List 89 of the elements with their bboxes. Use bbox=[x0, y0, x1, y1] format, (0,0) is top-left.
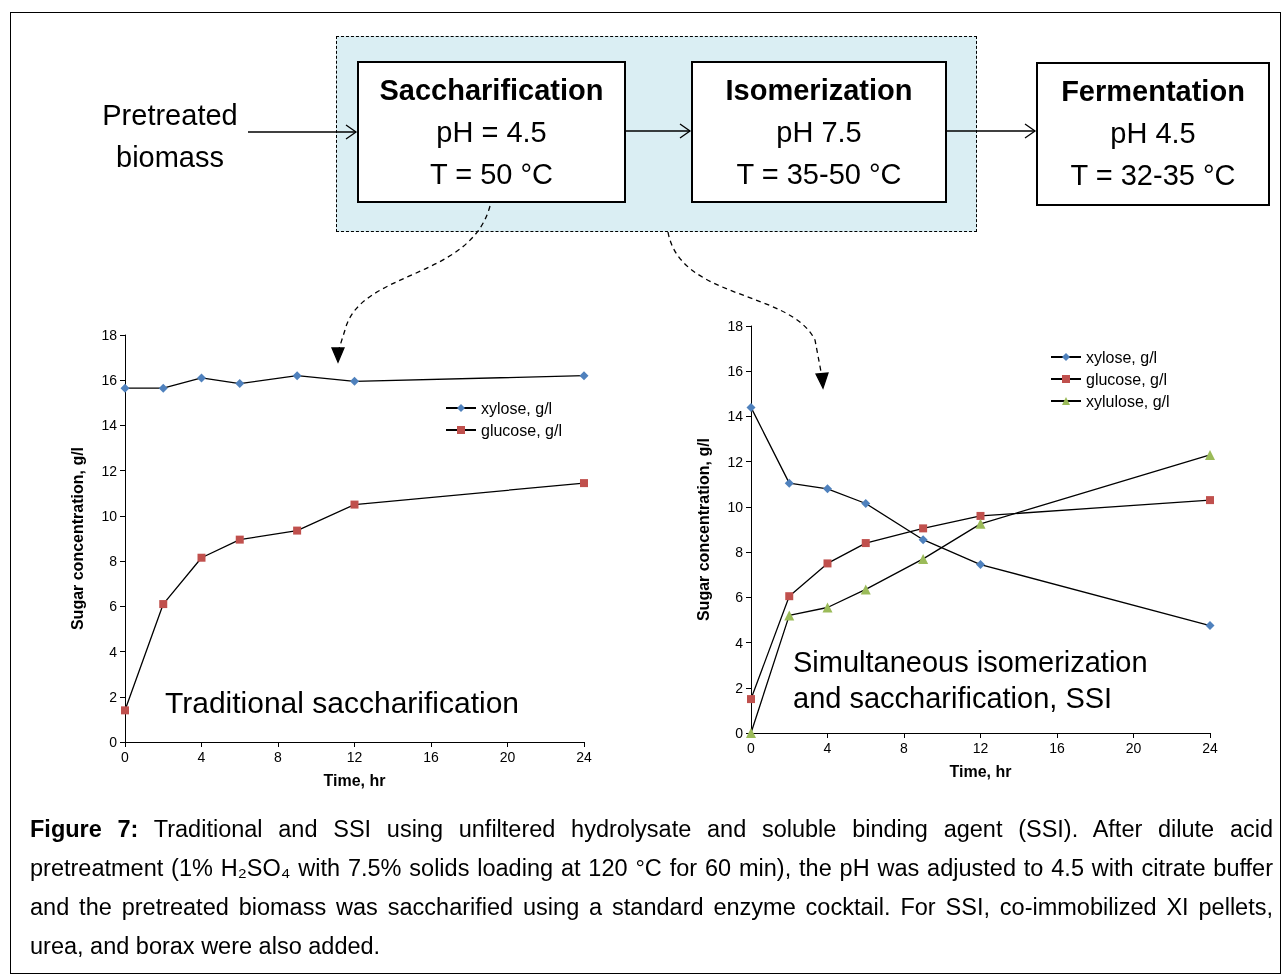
text: pH = 4.5 bbox=[436, 116, 547, 148]
point bbox=[784, 478, 794, 488]
y-tick-label: 10 bbox=[101, 507, 118, 524]
text: T = 50 °C bbox=[429, 158, 554, 190]
point bbox=[918, 553, 929, 564]
text: Pretreated biomass bbox=[101, 98, 239, 175]
point bbox=[784, 610, 795, 621]
x-tick-label: 24 bbox=[1202, 740, 1218, 756]
point bbox=[120, 383, 130, 393]
point bbox=[235, 379, 245, 389]
x-axis-title: Time, hr bbox=[323, 771, 386, 789]
legend-label: glucose, g/l bbox=[1086, 370, 1167, 388]
text: pH 4.5 bbox=[1110, 117, 1196, 149]
point bbox=[747, 695, 755, 704]
point bbox=[292, 371, 302, 381]
text: T = 35-50 °C bbox=[736, 158, 902, 190]
y-tick-label: 12 bbox=[727, 453, 744, 470]
point bbox=[1206, 496, 1214, 505]
point bbox=[350, 500, 359, 509]
point bbox=[785, 592, 794, 601]
y-tick-label: 14 bbox=[727, 408, 744, 425]
annotation: Traditional saccharification bbox=[165, 685, 520, 719]
text: Isomerization bbox=[725, 74, 913, 106]
text: Saccharification bbox=[379, 74, 604, 106]
point bbox=[197, 553, 206, 562]
point bbox=[350, 376, 359, 386]
y-axis-title: Sugar concentration, g/l bbox=[694, 437, 712, 622]
text: Fermentation bbox=[1061, 75, 1245, 107]
y-tick-label: 18 bbox=[101, 327, 118, 343]
y-tick-label: 6 bbox=[735, 589, 744, 606]
point bbox=[235, 535, 244, 544]
legend-label: xylose, g/l bbox=[1086, 348, 1158, 366]
x-tick-label: 8 bbox=[900, 740, 909, 756]
x-tick-label: 12 bbox=[346, 749, 363, 765]
y-tick-label: 0 bbox=[735, 725, 744, 741]
text: pH 7.5 bbox=[776, 116, 862, 148]
point bbox=[1205, 449, 1215, 460]
y-tick-label: 2 bbox=[109, 688, 118, 705]
point bbox=[976, 560, 985, 570]
y-tick-label: 12 bbox=[101, 462, 118, 479]
point bbox=[822, 602, 833, 613]
x-tick-label: 4 bbox=[197, 749, 206, 765]
point bbox=[918, 535, 928, 545]
point bbox=[861, 539, 870, 548]
y-axis-title: Sugar concentration, g/l bbox=[68, 446, 86, 631]
y-tick-label: 16 bbox=[101, 372, 118, 389]
point bbox=[121, 706, 129, 715]
point bbox=[976, 511, 985, 520]
annotation: Simultaneous isomerization and saccharification, SSI bbox=[793, 646, 1148, 714]
y-tick-label: 8 bbox=[735, 544, 744, 561]
point bbox=[823, 559, 832, 568]
y-tick-label: 4 bbox=[109, 643, 118, 660]
point bbox=[158, 383, 168, 393]
x-tick-label: 20 bbox=[499, 749, 516, 765]
legend-label: xylulose, g/l bbox=[1086, 392, 1170, 410]
x-tick-label: 4 bbox=[823, 740, 832, 756]
y-tick-label: 16 bbox=[727, 363, 744, 380]
legend-label: glucose, g/l bbox=[481, 421, 562, 439]
legend-label: xylose, g/l bbox=[481, 399, 553, 417]
x-tick-label: 16 bbox=[1049, 740, 1065, 756]
point bbox=[293, 526, 302, 535]
point bbox=[1205, 621, 1215, 631]
point bbox=[919, 524, 928, 533]
x-tick-label: 12 bbox=[972, 740, 989, 756]
point bbox=[861, 499, 871, 508]
x-tick-label: 20 bbox=[1125, 740, 1142, 756]
y-tick-label: 14 bbox=[101, 417, 118, 434]
point bbox=[579, 371, 589, 381]
caption: Figure 7: Traditional and SSI using unfiltered hydrolysate and soluble binding agent (SSI). After dilute acid pretreatment (1% H₂SO₄ with 7.5% solids loading at 120 °C for 60 min), the pH was adjusted to 4.5 with citrate buffer and the pretreated biomass was saccharified using a standard enzyme cocktail. For SSI, co-immobilized XI pellets, urea, and borax were also added. bbox=[30, 815, 1274, 961]
x-tick-label: 8 bbox=[274, 749, 283, 765]
y-tick-label: 8 bbox=[109, 553, 118, 570]
x-tick-label: 24 bbox=[576, 749, 592, 765]
x-tick-label: 0 bbox=[747, 740, 756, 756]
point bbox=[159, 600, 168, 609]
point bbox=[823, 484, 832, 494]
point bbox=[746, 402, 756, 412]
point bbox=[197, 373, 206, 383]
text: T = 32-35 °C bbox=[1070, 159, 1236, 191]
x-axis-title: Time, hr bbox=[949, 762, 1012, 780]
y-tick-label: 18 bbox=[727, 318, 744, 334]
y-tick-label: 4 bbox=[735, 634, 744, 651]
y-tick-label: 6 bbox=[109, 598, 118, 615]
y-tick-label: 10 bbox=[727, 498, 744, 515]
point bbox=[975, 518, 986, 529]
point bbox=[580, 479, 588, 488]
point bbox=[860, 584, 871, 595]
x-tick-label: 0 bbox=[121, 749, 130, 765]
y-tick-label: 2 bbox=[735, 679, 744, 696]
x-tick-label: 16 bbox=[423, 749, 439, 765]
